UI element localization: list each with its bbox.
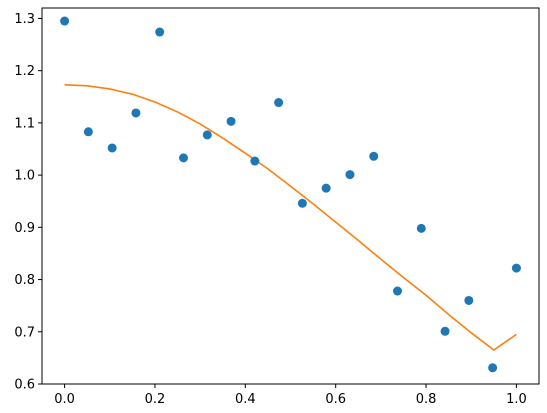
scatter-point	[250, 156, 260, 166]
scatter-point	[297, 198, 307, 208]
scatter-point	[416, 223, 426, 233]
y-tick-label: 0.8	[14, 273, 35, 288]
x-tick-label: 0.6	[325, 392, 346, 407]
y-tick-label: 0.9	[14, 221, 35, 236]
scatter-point	[202, 130, 212, 140]
x-tick-label: 1.0	[506, 392, 527, 407]
scatter-point	[511, 263, 521, 273]
scatter-point	[226, 116, 236, 126]
scatter-point	[83, 127, 93, 137]
scatter-point	[155, 27, 165, 37]
plot-marks	[60, 16, 521, 373]
y-tick-label: 1.1	[14, 116, 35, 131]
scatter-point	[488, 363, 498, 373]
y-tick-label: 0.6	[14, 378, 35, 393]
plot-frame	[41, 7, 540, 385]
scatter-point	[392, 286, 402, 296]
scatter-point	[440, 326, 450, 336]
scatter-point	[464, 295, 474, 305]
y-tick-label: 0.7	[14, 325, 35, 340]
scatter-point	[179, 153, 189, 163]
y-tick-label: 1.3	[14, 12, 35, 27]
y-tick-label: 1.2	[14, 64, 35, 79]
scatter-point	[131, 108, 141, 118]
y-tick-label: 1.0	[14, 169, 35, 184]
scatter-point	[369, 151, 379, 161]
x-tick-label: 0.8	[416, 392, 437, 407]
scatter-point	[274, 98, 284, 108]
x-tick-label: 0.4	[235, 392, 256, 407]
x-tick-label: 0.2	[145, 392, 166, 407]
x-tick-label: 0.0	[54, 392, 75, 407]
fit-line	[64, 83, 517, 352]
axes: 0.0 0.2 0.4 0.6 0.8 1.0 0.6 0.7 0.8 0.9 1.0 1.1 1.2 1…	[14, 7, 540, 407]
scatter-point	[60, 16, 70, 26]
scatter-point	[345, 170, 355, 180]
scatter-point	[107, 143, 117, 153]
scatter-point	[321, 183, 331, 193]
